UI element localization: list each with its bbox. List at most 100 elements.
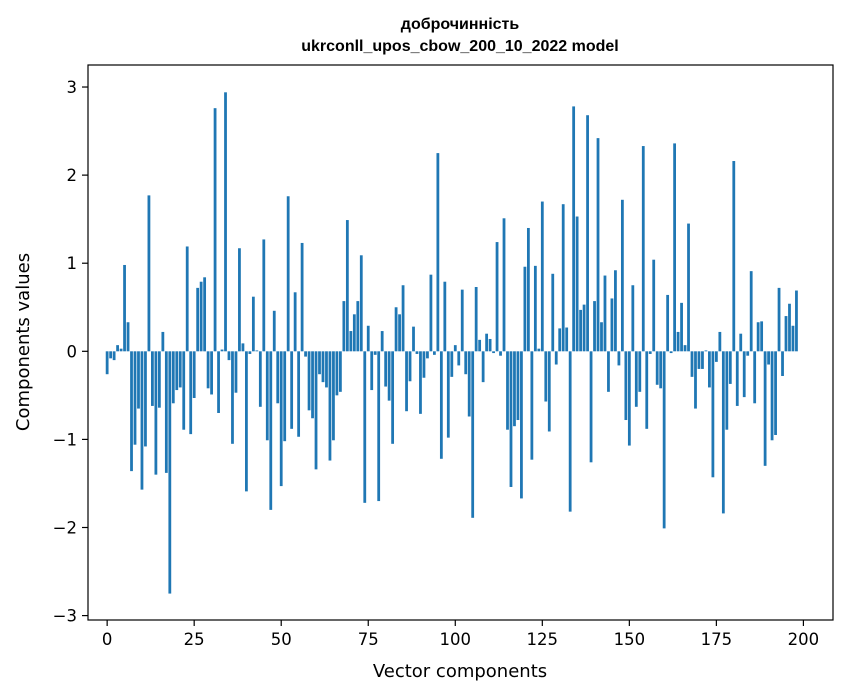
bar-128	[551, 273, 555, 352]
bar-46	[265, 351, 269, 441]
bar-2	[112, 351, 116, 361]
bar-190	[767, 351, 770, 365]
bar-73	[359, 255, 363, 352]
bar-42	[251, 296, 255, 352]
bar-118	[516, 351, 520, 421]
bar-145	[610, 298, 614, 352]
bar-55	[297, 351, 301, 437]
bar-81	[387, 351, 391, 401]
x-tick-label: 150	[614, 630, 646, 649]
bar-170	[697, 351, 701, 369]
bar-155	[645, 351, 649, 429]
bar-32	[217, 351, 220, 413]
bar-65	[332, 351, 335, 441]
plot-frame	[87, 64, 834, 621]
x-tick-label: 75	[358, 630, 379, 649]
bar-184	[746, 351, 750, 356]
x-axis-label: Vector components	[373, 661, 547, 682]
bar-189	[763, 351, 767, 466]
x-tick-label: 100	[440, 630, 472, 649]
bar-186	[753, 351, 757, 404]
bar-37	[234, 351, 238, 393]
bar-132	[565, 327, 569, 352]
bar-30	[210, 351, 213, 395]
y-tick-label: 2	[67, 166, 78, 185]
x-tick-label: 25	[184, 630, 205, 649]
bar-19	[171, 351, 175, 404]
bar-10	[140, 351, 144, 490]
bar-152	[634, 351, 638, 407]
bar-127	[547, 351, 551, 432]
bar-107	[478, 339, 482, 352]
bar-92	[426, 351, 429, 359]
x-tick-label: 50	[271, 630, 292, 649]
bar-24	[189, 351, 193, 435]
bar-114	[502, 218, 506, 352]
bar-22	[182, 351, 186, 430]
bar-89	[415, 351, 419, 354]
bar-40	[245, 351, 248, 492]
bar-178	[725, 351, 729, 430]
bar-137	[582, 304, 586, 352]
bar-115	[506, 351, 509, 430]
bar-18	[168, 351, 172, 594]
bar-13	[151, 351, 154, 406]
bar-113	[499, 351, 502, 356]
bar-1	[109, 351, 113, 359]
y-tick-label: 3	[67, 78, 78, 97]
bar-136	[579, 309, 582, 352]
bar-20	[175, 351, 179, 391]
bar-144	[607, 351, 610, 392]
bar-57	[304, 351, 307, 357]
bar-15	[157, 351, 161, 408]
chart-title-line1: доброчинність	[401, 16, 520, 33]
bar-3	[116, 345, 119, 352]
y-tick-label: −3	[53, 607, 77, 626]
bar-77	[373, 351, 377, 355]
bar-7	[130, 351, 133, 472]
bar-101	[457, 351, 461, 366]
bar-76	[370, 351, 374, 391]
bar-50	[279, 351, 283, 487]
bar-171	[701, 351, 704, 369]
bar-122	[530, 351, 534, 460]
bar-44	[258, 351, 262, 407]
bar-117	[513, 351, 516, 427]
bar-154	[641, 146, 645, 352]
bar-95	[436, 153, 440, 352]
bar-108	[481, 351, 485, 383]
bar-173	[708, 351, 711, 388]
bar-9	[137, 351, 140, 409]
bar-14	[154, 351, 158, 475]
bar-66	[335, 351, 339, 396]
bars-group	[105, 92, 798, 594]
bar-12	[147, 195, 151, 352]
bar-52	[286, 196, 290, 352]
bar-0	[105, 351, 109, 375]
bar-166	[683, 345, 687, 352]
bar-27	[199, 281, 203, 352]
bar-185	[749, 271, 753, 352]
bar-47	[269, 351, 273, 510]
bar-56	[300, 242, 304, 352]
bar-94	[433, 351, 436, 355]
bar-87	[408, 351, 412, 382]
bar-147	[617, 351, 621, 366]
bar-63	[325, 351, 328, 388]
x-tick-label: 125	[527, 630, 559, 649]
bar-21	[178, 351, 182, 388]
bar-43	[255, 350, 259, 352]
bar-86	[405, 351, 408, 412]
bar-119	[520, 351, 523, 499]
bar-23	[185, 246, 189, 352]
bar-70	[349, 331, 353, 352]
bar-84	[398, 314, 401, 352]
y-tick-label: −1	[53, 430, 77, 449]
bar-188	[760, 321, 764, 352]
bar-90	[419, 351, 422, 414]
x-tick-label: 175	[701, 630, 733, 649]
bar-99	[450, 351, 454, 377]
bar-45	[262, 239, 266, 352]
bar-159	[659, 351, 663, 389]
